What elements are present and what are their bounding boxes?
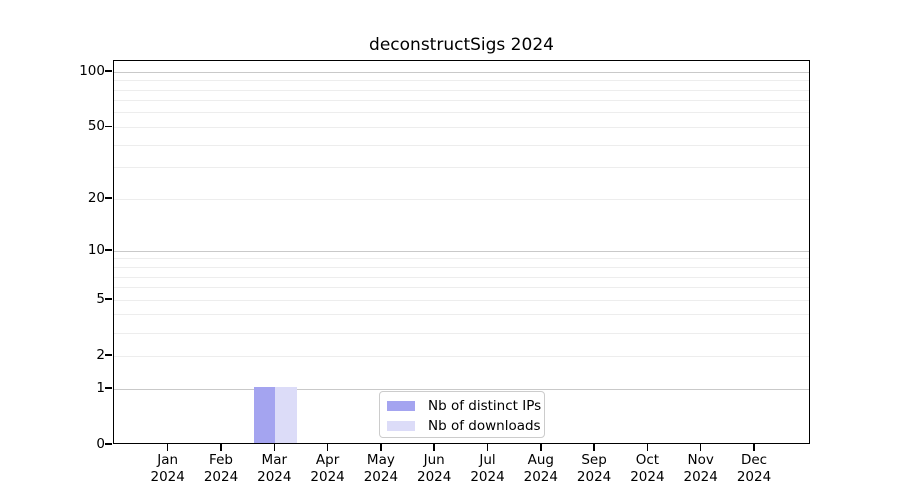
month-year: 2024 — [523, 469, 558, 485]
month-year: 2024 — [470, 469, 505, 485]
x-tick-mark — [699, 444, 702, 451]
y-tick-label: 5 — [96, 291, 105, 308]
x-tick-mark — [646, 444, 649, 451]
y-tick-mark — [105, 387, 112, 389]
x-tick-mark — [593, 444, 595, 451]
bar-nb-of-downloads — [275, 387, 297, 443]
gridline-minor — [114, 167, 809, 169]
month-label: Nov 2024 — [670, 452, 732, 486]
month-name: Aug — [527, 452, 554, 468]
x-tick-mark — [486, 444, 489, 451]
month-label: May 2024 — [350, 452, 412, 486]
x-tick-mark — [433, 444, 435, 451]
gridline-minor — [114, 267, 809, 268]
y-tick-mark — [105, 443, 112, 445]
y-tick-mark — [105, 354, 112, 357]
legend-item: Nb of downloads — [380, 416, 544, 436]
month-name: Oct — [635, 452, 660, 468]
month-year: 2024 — [417, 469, 452, 485]
month-label: Sep 2024 — [563, 452, 625, 486]
x-tick-mark — [220, 444, 222, 451]
plot-area: Nb of distinct IPs Nb of downloads — [113, 60, 810, 444]
month-name: Feb — [209, 452, 233, 468]
y-tick-mark — [105, 249, 112, 252]
gridline-minor — [114, 144, 809, 146]
gridline-minor — [114, 355, 809, 357]
month-label: Aug 2024 — [510, 452, 572, 486]
month-name: Jan — [157, 452, 179, 468]
month-year: 2024 — [257, 469, 292, 485]
month-name: Dec — [740, 452, 768, 468]
y-tick-label: 100 — [79, 63, 105, 80]
x-tick-mark — [166, 444, 169, 451]
gridline-major — [114, 250, 809, 252]
gridline-minor — [114, 287, 809, 289]
gridline-minor — [114, 198, 809, 200]
month-label: Dec 2024 — [723, 452, 785, 486]
gridline-minor — [114, 258, 809, 260]
legend-swatch — [387, 421, 415, 431]
month-label: Jun 2024 — [403, 452, 465, 486]
month-name: Jul — [479, 452, 496, 468]
month-year: 2024 — [363, 469, 399, 485]
chart-title: deconstructSigs 2024 — [369, 35, 554, 55]
gridline-minor — [114, 89, 809, 91]
x-tick-mark — [753, 444, 755, 451]
month-name: Mar — [261, 452, 288, 468]
month-label: Mar 2024 — [243, 452, 305, 486]
month-year: 2024 — [630, 469, 665, 485]
month-year: 2024 — [576, 469, 612, 485]
legend-label: Nb of distinct IPs — [428, 398, 542, 414]
month-label: Jul 2024 — [457, 452, 519, 486]
month-name: Apr — [315, 452, 340, 468]
y-tick-label: 20 — [87, 190, 105, 207]
month-year: 2024 — [150, 469, 185, 485]
gridline-major — [114, 71, 809, 73]
month-name: May — [366, 452, 395, 468]
month-name: Sep — [581, 452, 607, 468]
gridline-minor — [114, 80, 809, 82]
y-tick-mark — [105, 125, 112, 128]
gridline-minor — [114, 100, 809, 102]
y-tick-label: 0 — [96, 436, 105, 452]
x-tick-mark — [326, 444, 329, 451]
x-tick-mark — [273, 444, 276, 451]
legend: Nb of distinct IPs Nb of downloads — [379, 391, 545, 438]
month-year: 2024 — [683, 469, 718, 485]
gridline-major — [114, 388, 809, 390]
y-tick-mark — [105, 197, 112, 199]
y-tick-mark — [105, 70, 112, 72]
gridline-minor — [114, 314, 809, 316]
month-name: Nov — [687, 452, 714, 468]
month-year: 2024 — [310, 469, 345, 485]
gridline-minor — [114, 276, 809, 278]
month-label: Apr 2024 — [297, 452, 359, 486]
x-tick-mark — [380, 444, 382, 451]
y-tick-label: 10 — [87, 242, 105, 259]
y-tick-label: 1 — [96, 380, 105, 396]
gridline-minor — [114, 299, 809, 301]
legend-swatch — [387, 401, 415, 411]
legend-label: Nb of downloads — [428, 418, 541, 434]
gridline-minor — [114, 126, 809, 128]
x-tick-mark — [540, 444, 542, 451]
month-label: Oct 2024 — [616, 452, 678, 486]
month-label: Jan 2024 — [137, 452, 199, 486]
bar-nb-of-distinct-ips — [254, 387, 276, 443]
y-tick-label: 50 — [87, 118, 105, 135]
gridline-minor — [114, 332, 809, 334]
month-name: Jun — [423, 452, 445, 468]
y-tick-label: 2 — [96, 347, 105, 364]
y-tick-mark — [105, 298, 112, 301]
month-label: Feb 2024 — [190, 452, 252, 486]
month-year: 2024 — [736, 469, 772, 485]
month-year: 2024 — [203, 469, 239, 485]
legend-item: Nb of distinct IPs — [380, 396, 544, 416]
gridline-minor — [114, 112, 809, 114]
